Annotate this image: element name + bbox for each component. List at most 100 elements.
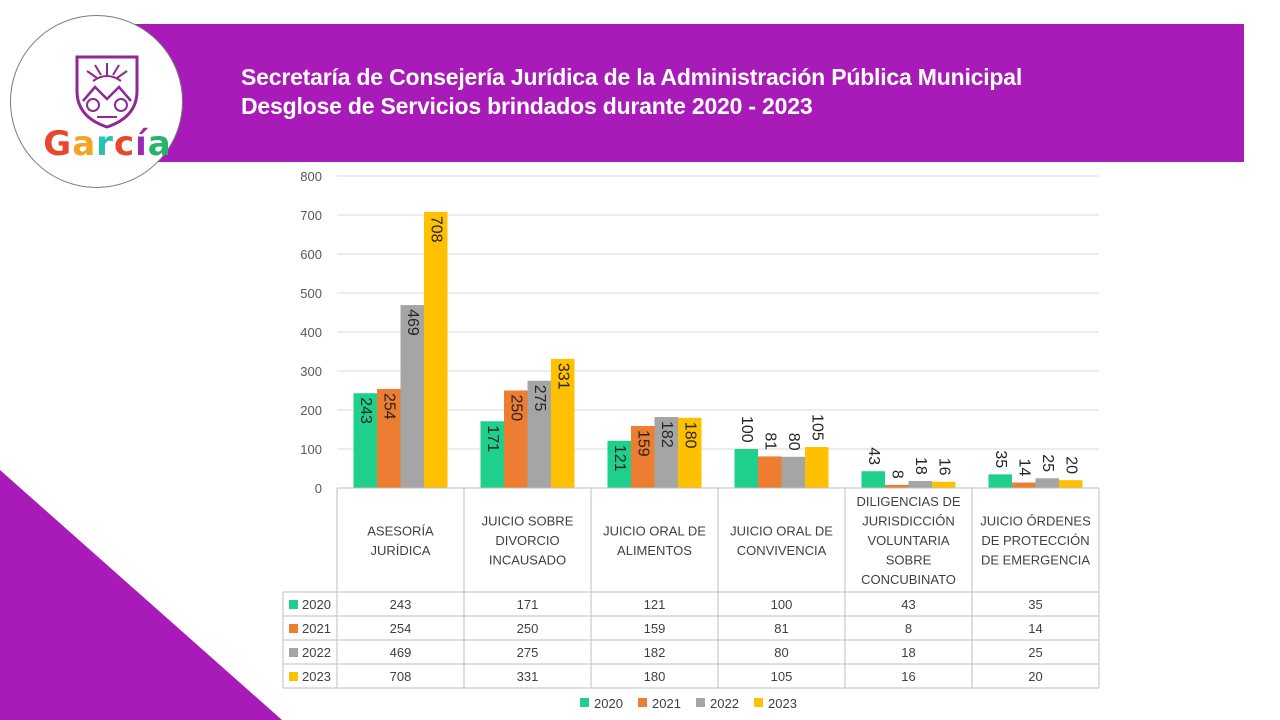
y-tick-label: 500 xyxy=(300,286,322,301)
table-cell: 250 xyxy=(517,621,539,636)
page-subtitle: Desglose de Servicios brindados durante … xyxy=(241,93,813,119)
bar xyxy=(480,421,504,488)
table-legend-key xyxy=(289,624,298,633)
category-label: SOBRE xyxy=(886,553,932,568)
y-tick-label: 100 xyxy=(300,442,322,457)
data-label: 20 xyxy=(1063,456,1080,474)
logo-letter: c xyxy=(113,124,136,164)
bar xyxy=(758,456,782,488)
y-tick-label: 0 xyxy=(315,481,322,496)
bar xyxy=(504,390,528,488)
legend-swatch xyxy=(696,698,705,707)
category-label: JUICIO ORAL DE xyxy=(603,523,706,538)
bar xyxy=(885,484,909,488)
data-label: 80 xyxy=(785,433,802,451)
legend-swatch xyxy=(754,698,763,707)
data-label: 81 xyxy=(762,432,779,450)
header-banner xyxy=(130,24,1244,162)
data-label: 14 xyxy=(1016,459,1033,477)
y-tick-label: 200 xyxy=(300,403,322,418)
bar xyxy=(631,425,655,488)
table-cell: 25 xyxy=(1028,645,1042,660)
category-label: INCAUSADO xyxy=(489,553,566,568)
bar xyxy=(805,447,829,488)
y-tick-label: 400 xyxy=(300,325,322,340)
data-label: 243 xyxy=(357,397,374,424)
table-cell: 80 xyxy=(774,645,788,660)
table-cell: 159 xyxy=(644,621,666,636)
data-label: 182 xyxy=(658,421,675,448)
table-series-label: 2020 xyxy=(302,597,331,612)
bar xyxy=(424,211,448,488)
table-cell: 243 xyxy=(390,597,412,612)
category-label: CONCUBINATO xyxy=(861,572,956,587)
data-label: 159 xyxy=(635,430,652,457)
legend-swatch xyxy=(638,698,647,707)
bar xyxy=(607,440,631,488)
data-label: 331 xyxy=(555,363,572,390)
data-label: 105 xyxy=(809,414,826,441)
bar xyxy=(400,305,424,488)
legend-label: 2021 xyxy=(652,696,681,711)
table-cell: 105 xyxy=(771,669,793,684)
table-cell: 331 xyxy=(517,669,539,684)
table-cell: 275 xyxy=(517,645,539,660)
table-series-label: 2022 xyxy=(302,645,331,660)
data-label: 469 xyxy=(404,309,421,336)
data-label: 25 xyxy=(1039,454,1056,472)
table-cell: 469 xyxy=(390,645,412,660)
table-cell: 254 xyxy=(390,621,412,636)
logo-letter: í xyxy=(135,124,148,164)
table-cell: 171 xyxy=(517,597,539,612)
page-title: Secretaría de Consejería Jurídica de la … xyxy=(241,64,1023,90)
table-cell: 14 xyxy=(1028,621,1042,636)
category-label: JURÍDICA xyxy=(371,543,431,558)
table-cell: 16 xyxy=(901,669,915,684)
category-label: JUICIO ORAL DE xyxy=(730,523,833,538)
category-label: DE EMERGENCIA xyxy=(981,553,1090,568)
table-legend-key xyxy=(289,672,298,681)
data-label: 275 xyxy=(531,385,548,412)
y-tick-label: 700 xyxy=(300,208,322,223)
data-label: 16 xyxy=(936,458,953,476)
table-cell: 121 xyxy=(644,597,666,612)
y-tick-label: 800 xyxy=(300,169,322,184)
logo-letter: G xyxy=(43,124,73,164)
logo-wordmark: García xyxy=(11,124,204,164)
table-series-label: 2021 xyxy=(302,621,331,636)
bar xyxy=(377,388,401,488)
corner-decoration xyxy=(0,470,282,720)
bar xyxy=(678,417,702,488)
category-label: DIVORCIO xyxy=(495,533,559,548)
data-label: 43 xyxy=(865,447,882,465)
crest-icon xyxy=(75,55,139,129)
bar xyxy=(908,480,932,488)
logo-letter: a xyxy=(147,124,172,164)
bar xyxy=(654,417,678,488)
bar xyxy=(551,358,575,488)
bar xyxy=(1012,482,1036,488)
table-cell: 43 xyxy=(901,597,915,612)
table-cell: 708 xyxy=(390,669,412,684)
bar xyxy=(861,471,885,488)
data-label: 180 xyxy=(682,422,699,449)
logo: García xyxy=(10,15,183,188)
bar xyxy=(988,474,1012,488)
data-label: 35 xyxy=(992,450,1009,468)
table-cell: 8 xyxy=(905,621,912,636)
legend-swatch xyxy=(580,698,589,707)
category-label: CONVIVENCIA xyxy=(737,543,827,558)
category-label: JURISDICCIÓN xyxy=(862,514,954,529)
table-cell: 35 xyxy=(1028,597,1042,612)
table-cell: 20 xyxy=(1028,669,1042,684)
bar xyxy=(1035,478,1059,488)
data-label: 121 xyxy=(611,445,628,472)
category-label: DILIGENCIAS DE xyxy=(856,494,960,509)
y-tick-label: 600 xyxy=(300,247,322,262)
table-cell: 100 xyxy=(771,597,793,612)
category-label: ASESORÍA xyxy=(367,523,434,538)
legend-label: 2020 xyxy=(594,696,623,711)
category-label: ALIMENTOS xyxy=(617,543,692,558)
data-label: 8 xyxy=(889,470,906,479)
